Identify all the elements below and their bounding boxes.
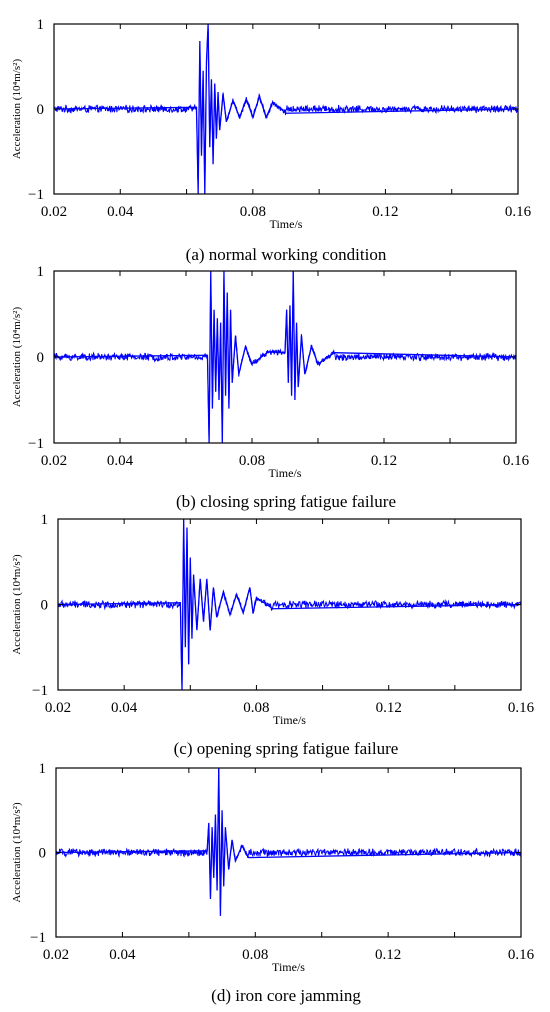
x-tick-label: 0.02	[41, 453, 67, 469]
y-tick-label: −1	[28, 187, 44, 203]
x-tick-label: 0.08	[243, 700, 269, 716]
x-axis-label: Time/s	[269, 466, 302, 480]
chart-panel-a: 0.02 0.04 0.08 0.12 0.16 −1 0 1 Time/s Accelerati…	[11, 17, 532, 264]
y-axis-label: Acceleration (10⁴m/s²)	[11, 59, 23, 160]
signal-noise-line	[56, 768, 521, 908]
chart-panel-c: 0.02 0.04 0.08 0.12 0.16 −1 0 1 Time/s Accelerati…	[11, 512, 535, 758]
x-axis-label: Time/s	[273, 713, 306, 727]
x-tick-label: 0.08	[239, 453, 265, 469]
x-tick-label: 0.12	[376, 700, 402, 716]
x-tick-label: 0.12	[371, 453, 397, 469]
panel-caption: (d) iron core jamming	[211, 986, 361, 1005]
x-tick-label: 0.16	[505, 204, 532, 220]
y-tick-label: −1	[32, 683, 48, 699]
x-tick-label: 0.08	[240, 204, 266, 220]
signal-burst-line	[56, 768, 521, 916]
panel-caption: (b) closing spring fatigue failure	[176, 492, 396, 511]
x-tick-label: 0.02	[45, 700, 71, 716]
x-tick-label: 0.12	[372, 204, 398, 220]
x-tick-label: 0.16	[503, 453, 530, 469]
x-axis-label: Time/s	[270, 217, 303, 231]
y-axis-label: Acceleration (10⁴m/s²)	[11, 307, 23, 408]
signal-noise-line	[54, 28, 518, 180]
panel-caption: (c) opening spring fatigue failure	[174, 739, 399, 758]
x-axis-label: Time/s	[272, 960, 305, 974]
signal-burst-line	[54, 271, 516, 443]
y-tick-label: 0	[37, 350, 45, 366]
y-axis-label: Acceleration (10⁴m/s²)	[11, 802, 23, 903]
y-tick-label: 0	[41, 598, 49, 614]
signal-series	[56, 768, 521, 916]
panel-caption: (a) normal working condition	[186, 245, 387, 264]
y-tick-label: 1	[37, 264, 45, 280]
x-tick-label: 0.02	[41, 204, 67, 220]
chart-panel-d: 0.02 0.04 0.08 0.12 0.16 −1 0 1 Time/s Accelerati…	[11, 761, 535, 1005]
x-tick-label: 0.16	[508, 700, 535, 716]
x-tick-label: 0.12	[375, 947, 401, 963]
y-tick-label: 1	[37, 17, 45, 33]
signal-series	[58, 519, 521, 690]
x-tick-label: 0.08	[242, 947, 268, 963]
signal-series	[54, 271, 516, 443]
x-tick-label: 0.04	[111, 700, 138, 716]
signal-series	[54, 24, 518, 194]
x-tick-label: 0.02	[43, 947, 69, 963]
x-tick-label: 0.04	[107, 453, 134, 469]
y-axis-label: Acceleration (10⁴m/s²)	[11, 554, 23, 655]
y-tick-label: 1	[39, 761, 47, 777]
x-tick-label: 0.04	[109, 947, 136, 963]
chart-panel-b: 0.02 0.04 0.08 0.12 0.16 −1 0 1 Time/s Accelerati…	[11, 264, 530, 511]
signal-burst-line	[58, 519, 521, 690]
signal-burst-line	[54, 24, 518, 194]
y-tick-label: 0	[39, 846, 47, 862]
x-tick-label: 0.16	[508, 947, 535, 963]
y-tick-label: 0	[37, 102, 45, 118]
y-tick-label: −1	[30, 930, 46, 946]
signal-noise-line	[58, 534, 521, 687]
x-tick-label: 0.04	[107, 204, 134, 220]
y-tick-label: 1	[41, 512, 49, 528]
y-tick-label: −1	[28, 436, 44, 452]
